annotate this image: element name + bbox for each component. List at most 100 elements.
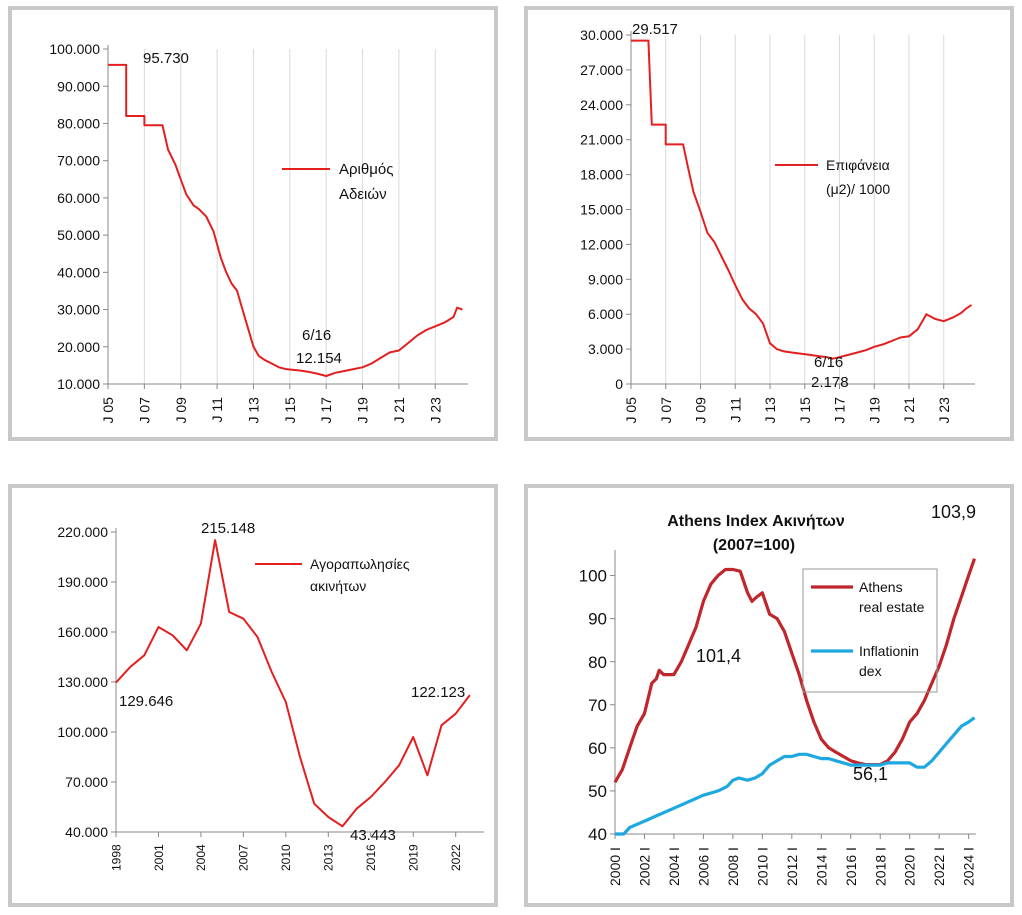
x-tick-label: 2018 I [872, 847, 888, 886]
x-tick-label: J 07 [136, 397, 152, 424]
chart-panel-sales: 40.000 70.000 100.000 130.000 160.000 190.000… [8, 484, 498, 907]
chart-panel-index: 40 50 60 70 80 90 100 2000 I 2002 I 2004 I 2006 I 2… [524, 484, 1014, 907]
x-tick-label: 2001 [152, 844, 166, 871]
x-tick-label: 2016 I [843, 847, 859, 886]
annotation-label: 101,4 [696, 646, 741, 666]
y-tick-label: 70.000 [65, 774, 108, 790]
y-tick-label: 12.000 [580, 236, 623, 252]
x-tick-label: J 19 [355, 397, 371, 424]
annotation-label: 95.730 [143, 50, 189, 67]
x-tick-label: 1998 [109, 844, 123, 871]
x-tick-label: J 05 [623, 397, 639, 424]
y-tick-label: 70 [588, 696, 607, 715]
y-tick-label: 6.000 [588, 306, 623, 322]
y-tick-label: 18.000 [580, 167, 623, 183]
x-tick-label: 2012 I [784, 847, 800, 886]
x-tick-label: 2004 I [666, 847, 682, 886]
x-tick-label: J 07 [658, 397, 674, 424]
x-tick-label: 2022 [449, 844, 463, 871]
legend-box [802, 568, 938, 693]
x-tick-label: J 21 [901, 397, 917, 424]
y-tick-label: 70.000 [57, 153, 100, 169]
legend-label: Αγοραπωλησίες ακινήτων [310, 556, 413, 594]
x-tick-label: J 11 [727, 397, 743, 423]
x-tick-label: 2004 [194, 844, 208, 871]
x-tick-label: J 09 [693, 397, 709, 424]
x-tick-label: 2000 I [607, 847, 623, 886]
x-tick-label: 2016 [364, 844, 378, 871]
y-tick-label: 80.000 [57, 115, 100, 131]
x-tick-label: 2008 I [725, 847, 741, 886]
permits-chart: 10.000 20.000 30.000 40.000 50.000 60.000 70.0… [49, 41, 468, 424]
area-chart: 0 3.000 6.000 9.000 12.000 15.000 18.000 21.000… [580, 21, 975, 424]
sales-chart: 40.000 70.000 100.000 130.000 160.000 190.000… [57, 520, 484, 871]
y-tick-label: 21.000 [580, 132, 623, 148]
y-tick-label: 100.000 [49, 41, 100, 57]
x-tick-label: 2006 I [695, 847, 711, 886]
x-tick-label: 2024 I [961, 847, 977, 886]
legend-label: Επιφάνεια (μ2)/ 1000 [826, 157, 894, 197]
annotation-label: 43.443 [350, 827, 396, 844]
y-tick-label: 60.000 [57, 190, 100, 206]
x-tick-label: 2010 [279, 844, 293, 871]
x-tick-label: 2019 [407, 844, 421, 871]
x-tick-label: J 17 [318, 397, 334, 424]
legend-label: Αριθμός Αδειών [339, 161, 398, 203]
annotation-label: 12.154 [296, 350, 342, 367]
series-line-0 [613, 558, 977, 784]
x-tick-label: 2010 I [754, 847, 770, 886]
y-tick-label: 30.000 [580, 27, 623, 43]
y-tick-label: 100 [579, 567, 607, 586]
y-tick-label: 0 [615, 376, 623, 392]
y-tick-label: 3.000 [588, 341, 623, 357]
x-tick-label: J 15 [797, 397, 813, 424]
x-tick-label: 2022 I [931, 847, 947, 886]
y-tick-label: 100.000 [57, 724, 108, 740]
series-line-1 [615, 716, 976, 836]
x-tick-label: 2014 I [813, 847, 829, 886]
y-tick-label: 27.000 [580, 62, 623, 78]
x-tick-label: J 23 [427, 397, 443, 424]
y-tick-label: 90 [588, 610, 607, 629]
x-tick-label: J 09 [173, 397, 189, 424]
x-tick-label: J 05 [100, 397, 116, 424]
annotation-label: 103,9 [931, 502, 976, 522]
x-tick-label: J 19 [866, 397, 882, 424]
y-tick-label: 80 [588, 653, 607, 672]
chart-title: Athens Index Ακινήτων [667, 513, 845, 530]
index-chart: 40 50 60 70 80 90 100 2000 I 2002 I 2004 I 2006 I 2… [579, 502, 977, 886]
annotation-label: 215.148 [201, 520, 255, 537]
x-tick-label: J 13 [245, 397, 261, 424]
x-tick-label: J 13 [762, 397, 778, 424]
y-tick-label: 130.000 [57, 674, 108, 690]
x-tick-label: 2013 [322, 844, 336, 871]
x-tick-label: 2002 I [637, 847, 653, 886]
series-line-0 [108, 63, 463, 377]
x-tick-label: 2007 [237, 844, 251, 871]
y-tick-label: 9.000 [588, 271, 623, 287]
y-tick-label: 40.000 [65, 824, 108, 840]
chart-subtitle: (2007=100) [713, 537, 795, 554]
y-tick-label: 20.000 [57, 339, 100, 355]
series-line-0 [631, 39, 973, 360]
y-tick-label: 40 [588, 825, 607, 844]
annotation-label: 6/16 [814, 354, 843, 371]
chart-panel-permits: 10.000 20.000 30.000 40.000 50.000 60.000 70.0… [8, 6, 498, 441]
series-line-0 [115, 539, 471, 828]
annotation-label: 122.123 [411, 684, 465, 701]
x-tick-label: J 21 [391, 397, 407, 424]
y-tick-label: 90.000 [57, 78, 100, 94]
y-tick-label: 50 [588, 782, 607, 801]
legend-label: Inflationin dex [859, 643, 923, 679]
annotation-label: 6/16 [302, 327, 331, 344]
annotation-label: 129.646 [119, 693, 173, 710]
y-tick-label: 160.000 [57, 624, 108, 640]
x-tick-label: J 11 [209, 397, 225, 423]
y-tick-label: 10.000 [57, 376, 100, 392]
y-tick-label: 24.000 [580, 97, 623, 113]
y-tick-label: 15.000 [580, 202, 623, 218]
y-tick-label: 30.000 [57, 302, 100, 318]
y-tick-label: 60 [588, 739, 607, 758]
y-tick-label: 50.000 [57, 227, 100, 243]
annotation-label: 29.517 [632, 21, 678, 38]
